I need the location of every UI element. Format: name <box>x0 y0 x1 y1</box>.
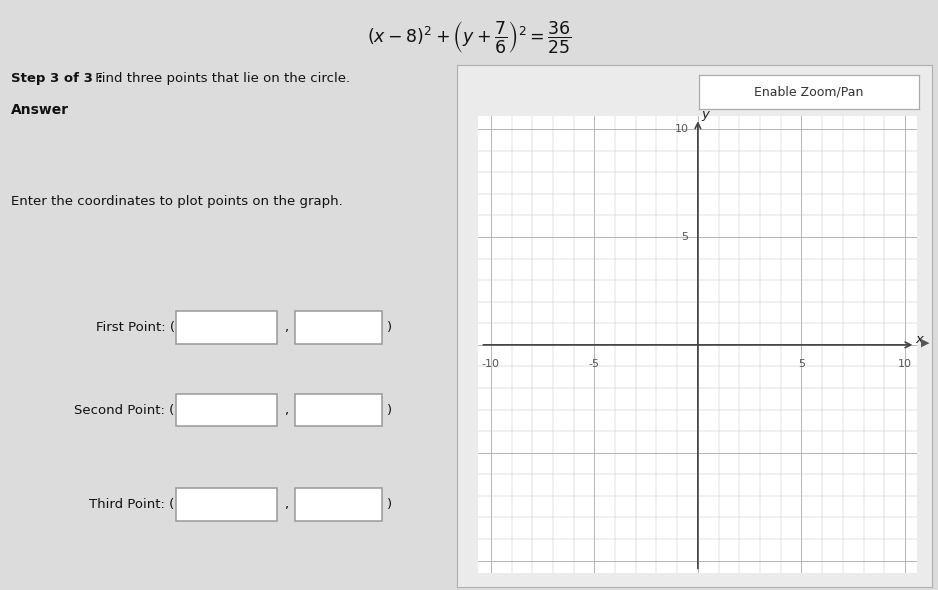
Text: ,: , <box>284 498 288 511</box>
Text: Answer: Answer <box>11 103 69 117</box>
Text: Enter the coordinates to plot points on the graph.: Enter the coordinates to plot points on … <box>11 195 343 208</box>
FancyBboxPatch shape <box>175 489 277 520</box>
Text: Second Point: (: Second Point: ( <box>74 404 174 417</box>
Text: ,: , <box>284 404 288 417</box>
Text: x: x <box>915 333 923 346</box>
FancyBboxPatch shape <box>175 394 277 426</box>
Text: ): ) <box>387 404 392 417</box>
FancyBboxPatch shape <box>295 489 383 520</box>
Text: ): ) <box>387 321 392 334</box>
Text: ▶: ▶ <box>921 337 930 347</box>
Text: $(x-8)^2 + \left(y+\dfrac{7}{6}\right)^2 = \dfrac{36}{25}$: $(x-8)^2 + \left(y+\dfrac{7}{6}\right)^2… <box>367 19 571 55</box>
Text: ): ) <box>387 498 392 511</box>
Text: Find three points that lie on the circle.: Find three points that lie on the circle… <box>91 72 350 85</box>
Text: Enable Zoom/Pan: Enable Zoom/Pan <box>754 86 864 99</box>
Text: -5: -5 <box>589 359 599 369</box>
Text: 5: 5 <box>682 232 688 242</box>
Text: y: y <box>702 107 709 120</box>
Text: -10: -10 <box>482 359 500 369</box>
Text: 10: 10 <box>674 124 688 134</box>
Text: 5: 5 <box>798 359 805 369</box>
FancyBboxPatch shape <box>295 394 383 426</box>
FancyBboxPatch shape <box>295 312 383 343</box>
Text: Step 3 of 3 :: Step 3 of 3 : <box>11 72 103 85</box>
FancyBboxPatch shape <box>175 312 277 343</box>
Text: First Point: (: First Point: ( <box>96 321 174 334</box>
Text: Third Point: (: Third Point: ( <box>89 498 174 511</box>
Text: ,: , <box>284 321 288 334</box>
Text: 10: 10 <box>898 359 912 369</box>
